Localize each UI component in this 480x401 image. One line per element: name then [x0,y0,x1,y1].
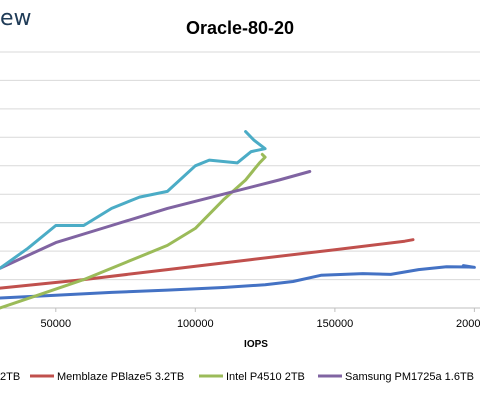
x-tick-label: 200000 [456,318,480,330]
legend-label: 2TB [0,371,20,383]
legend: 2TB Memblaze PBlaze5 3.2TB Intel P4510 2TB… [0,371,474,383]
legend-label: Intel P4510 2TB [226,371,305,383]
x-tick-labels: 50000 100000 150000 200000 [41,308,480,330]
series-lines [0,130,476,310]
x-tick-label: 150000 [317,318,354,330]
chart-title: Oracle-80-20 [186,18,294,38]
x-axis-label: IOPS [244,339,268,350]
x-tick-label: 50000 [41,318,72,330]
series-line-1 [0,238,415,290]
gridlines [0,51,480,281]
series-line-2 [0,152,267,310]
series-line-4 [0,130,267,270]
series-line-0 [0,264,476,300]
x-tick-label: 100000 [177,318,214,330]
series-line-3 [0,170,312,270]
legend-label: Memblaze PBlaze5 3.2TB [57,371,184,383]
legend-label: Samsung PM1725a 1.6TB [345,371,474,383]
logo-text: ew [0,6,32,31]
